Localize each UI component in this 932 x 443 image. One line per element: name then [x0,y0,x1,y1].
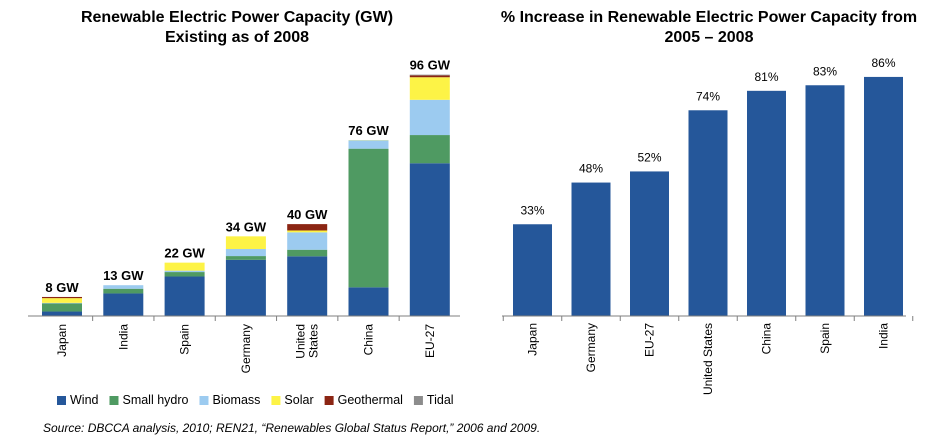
pct-bar-spain [805,85,845,316]
pct-bar-japan [513,224,552,316]
pct-bar-united-states [688,110,728,316]
increase-category-germany: Germany [584,323,598,372]
increase-category-japan: Japan [526,323,540,356]
pct-label-china: 81% [754,70,778,84]
bar-japan-small-hydro [42,303,82,312]
bar-spain-small-hydro [164,272,205,277]
capacity-category-germany: Germany [239,324,253,373]
bar-japan-geothermal [42,296,82,299]
increase-category-united-states: United States [701,323,715,395]
bar-germany-wind [225,259,266,316]
capacity-category-states: States [307,324,321,358]
capacity-chart: Renewable Electric Power Capacity (GW) E… [28,9,460,373]
source-note: Source: DBCCA analysis, 2010; REN21, “Re… [43,421,541,435]
capacity-category-japan: Japan [55,324,69,357]
total-label-india: 13 GW [103,268,144,283]
bar-eu-27-wind [409,163,450,316]
capacity-category-china: China [362,324,376,356]
pct-label-india: 86% [871,56,895,70]
bar-united-states-solar [287,230,328,233]
pct-bar-eu-27 [630,171,669,316]
bar-china-small-hydro [348,148,389,288]
bar-germany-small-hydro [225,256,266,260]
legend-label-geothermal: Geothermal [338,393,403,407]
increase-category-spain: Spain [818,323,832,354]
bar-china-biomass [348,140,389,149]
pct-label-japan: 33% [520,203,544,217]
legend-swatch-biomass [199,396,209,405]
total-label-spain: 22 GW [164,246,205,261]
pct-bar-china [747,90,786,316]
capacity-category-eu-27: EU-27 [423,324,437,358]
bar-spain-biomass [164,270,205,273]
legend-swatch-small-hydro [109,396,119,405]
legend-label-solar: Solar [284,393,313,407]
pct-bar-germany [571,182,611,316]
total-label-germany: 34 GW [226,219,267,234]
bar-eu-27-geothermal [409,75,450,78]
bar-germany-solar [225,236,266,250]
legend-label-small-hydro: Small hydro [122,393,188,407]
pct-label-spain: 83% [813,64,837,78]
increase-category-china: China [760,323,774,355]
legend-swatch-solar [271,396,281,405]
legend-swatch-tidal [413,396,423,405]
capacity-chart-title-line1: Renewable Electric Power Capacity (GW) [81,9,393,26]
increase-category-eu-27: EU-27 [643,323,657,357]
pct-bar-india [864,76,903,316]
legend-label-wind: Wind [70,393,99,407]
bar-eu-27-biomass [409,99,450,136]
capacity-chart-title-line2: Existing as of 2008 [165,29,309,46]
bar-eu-27-tidal [409,74,450,76]
total-label-united-states: 40 GW [287,207,328,222]
capacity-category-spain: Spain [178,324,192,355]
increase-chart-title-line2: 2005 – 2008 [665,29,754,46]
bar-germany-biomass [225,249,266,257]
bar-spain-wind [164,276,205,316]
total-label-eu-27: 96 GW [410,58,451,73]
bar-eu-27-solar [409,77,450,100]
bar-united-states-geothermal [287,224,328,231]
bar-india-small-hydro [103,288,144,294]
legend-label-tidal: Tidal [427,393,454,407]
pct-label-germany: 48% [579,162,603,176]
pct-label-eu-27: 52% [637,150,661,164]
legend-label-biomass: Biomass [212,393,260,407]
bar-spain-solar [164,262,205,271]
total-label-china: 76 GW [348,123,389,138]
bar-united-states-small-hydro [287,249,328,257]
legend-swatch-geothermal [324,396,334,405]
bar-china-wind [348,287,389,316]
increase-category-india: India [877,323,891,349]
bar-japan-solar [42,298,82,303]
bar-eu-27-small-hydro [409,135,450,164]
increase-chart: % Increase in Renewable Electric Power C… [501,9,917,395]
bar-india-wind [103,293,144,316]
bar-japan-wind [42,311,82,316]
capacity-category-united: United [294,324,308,359]
bar-united-states-biomass [287,232,328,250]
bar-india-biomass [103,285,144,289]
legend: Wind Small hydro Biomass Solar Geothermal Tid… [57,393,454,407]
increase-chart-title-line1: % Increase in Renewable Electric Power C… [501,9,917,26]
total-label-japan: 8 GW [45,280,79,295]
legend-swatch-wind [57,396,66,405]
capacity-category-india: India [116,324,130,350]
pct-label-united-states: 74% [696,89,720,103]
bar-united-states-wind [287,256,328,316]
